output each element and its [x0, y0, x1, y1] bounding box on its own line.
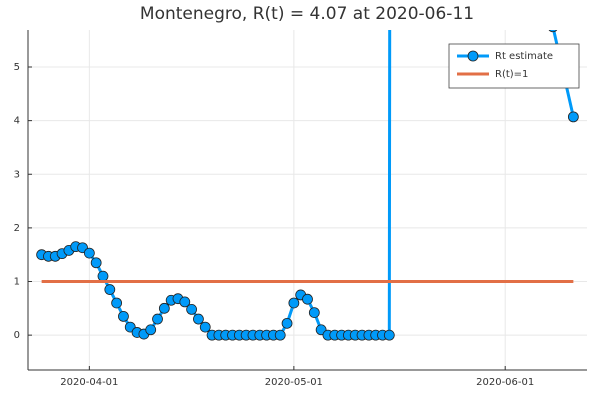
marker: [90, 257, 102, 269]
chart-title: Montenegro, R(t) = 4.07 at 2020-06-11: [140, 4, 474, 24]
marker: [111, 297, 123, 309]
marker: [152, 313, 163, 325]
axes: 0 1 2 3 4 5 2020-04-01 2020-05-01 2020-06-01: [14, 30, 587, 388]
y-tick-label: 5: [14, 62, 20, 73]
marks: [36, 30, 579, 341]
legend-marker: [467, 50, 479, 62]
marker: [274, 329, 286, 341]
marker: [193, 313, 204, 325]
marker: [383, 329, 395, 341]
marker: [199, 321, 211, 333]
legend-label: R(t)=1: [495, 69, 528, 80]
marker: [281, 317, 293, 329]
x-tick-label: 2020-05-01: [265, 377, 323, 388]
legend: Rt estimate R(t)=1: [448, 43, 580, 89]
y-tick-label: 1: [14, 277, 20, 288]
marker: [288, 297, 300, 309]
y-tick-label: 3: [14, 169, 20, 180]
marker: [145, 324, 157, 336]
y-tick-label: 0: [14, 330, 20, 341]
marker: [104, 284, 116, 295]
marker: [308, 307, 320, 319]
y-tick-label: 4: [14, 116, 20, 127]
y-tick-label: 2: [14, 223, 20, 234]
marker: [179, 296, 191, 308]
marker: [158, 302, 170, 314]
marker: [567, 111, 579, 123]
x-tick-label: 2020-04-01: [60, 377, 118, 388]
marker: [97, 270, 109, 282]
marker: [118, 310, 129, 322]
marker: [302, 293, 313, 305]
x-tick-label: 2020-06-01: [476, 377, 534, 388]
legend-label: Rt estimate: [495, 51, 553, 62]
marker: [83, 247, 95, 259]
marker: [186, 304, 198, 315]
marker: [548, 30, 558, 33]
